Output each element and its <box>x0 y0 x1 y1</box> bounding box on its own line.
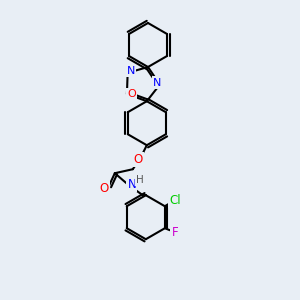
Text: O: O <box>133 153 142 166</box>
Text: O: O <box>128 89 136 99</box>
Text: N: N <box>127 66 135 76</box>
Text: Cl: Cl <box>169 194 181 207</box>
Text: N: N <box>153 77 161 88</box>
Text: H: H <box>136 175 144 185</box>
Text: F: F <box>172 226 178 239</box>
Text: O: O <box>99 182 108 195</box>
Text: N: N <box>128 178 136 191</box>
